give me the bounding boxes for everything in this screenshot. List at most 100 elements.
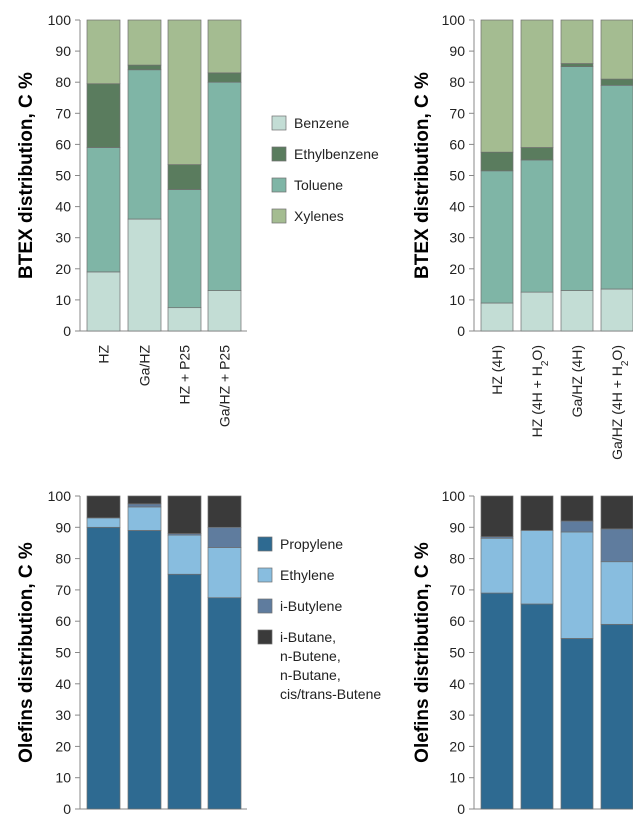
y-tick-label: 60 [449, 136, 465, 152]
legend-label: cis/trans-Butene [280, 686, 381, 702]
legend-swatch [271, 208, 287, 224]
bar-segment-i-butane-2 [520, 495, 554, 531]
y-tick-label: 0 [457, 323, 465, 339]
bar-segment-i-butane-3 [560, 495, 594, 522]
chart-panel-4: 0 10 20 30 40 50 60 70 80 90 100 Olefins distributi… [412, 488, 633, 814]
bar-segment-i-butane-3 [167, 495, 202, 534]
y-tick-label: 100 [48, 12, 72, 28]
bar-segment-xylenes-3 [167, 19, 202, 165]
category-label: Ga/HZ (4H + H2O) [609, 345, 631, 460]
category-label: Ga/HZ (4H) [569, 345, 585, 417]
y-tick-label: 90 [449, 43, 465, 59]
legend-swatch [257, 629, 273, 645]
y-tick-label: 0 [457, 801, 465, 814]
y-tick-label: 100 [442, 12, 466, 28]
y-tick-label: 90 [449, 519, 465, 535]
category-label: HZ (4H) [489, 345, 505, 395]
bar-segment-benzene-2 [127, 218, 162, 332]
y-tick-label: 10 [55, 292, 71, 308]
y-tick-label: 20 [55, 738, 71, 754]
y-tick-label: 60 [55, 136, 71, 152]
legend-swatch [271, 115, 287, 131]
y-tick-label: 100 [48, 488, 72, 504]
bar-segment-benzene-2 [520, 291, 554, 332]
legend-swatch [271, 146, 287, 162]
bar-segment-ethylene-2 [520, 530, 554, 605]
bar-segment-propylene-4 [600, 623, 633, 810]
y-tick-label: 20 [55, 261, 71, 277]
y-tick-label: 40 [55, 676, 71, 692]
bar-segment-ethylbenzene-2 [520, 147, 554, 161]
y-tick-label: 0 [63, 801, 71, 814]
chart-panel-1: 0 10 20 30 40 50 60 70 80 90 100 BTEX distribution,… [16, 12, 379, 427]
y-tick-label: 80 [449, 551, 465, 567]
bar-segment-toluene-3 [560, 66, 594, 291]
bar-segment-toluene-2 [520, 159, 554, 293]
bar-segment-ethylene-1 [480, 537, 514, 594]
legend-label: n-Butane, [280, 667, 341, 683]
y-tick-label: 10 [55, 770, 71, 786]
y-tick-label: 30 [55, 707, 71, 723]
bar-segment-ethylbenzene-3 [560, 63, 594, 68]
bar-segment-i-butylene-2 [127, 503, 162, 508]
bar-segment-i-butylene-3 [560, 520, 594, 533]
legend: Propylene Ethylene i-Butylene i-Butane, n-Bu… [257, 536, 381, 702]
bar-segment-ethylene-3 [560, 531, 594, 639]
bar-segment-propylene-1 [86, 526, 121, 810]
y-tick-label: 80 [449, 74, 465, 90]
bar-segment-toluene-4 [600, 84, 633, 290]
y-tick-label: 30 [449, 230, 465, 246]
y-tick-label: 60 [449, 613, 465, 629]
y-tick-label: 80 [55, 74, 71, 90]
bar-segment-ethylene-3 [167, 534, 202, 575]
legend-label: i-Butane, [280, 629, 336, 645]
y-tick-label: 90 [55, 43, 71, 59]
bar-segment-toluene-1 [86, 147, 121, 273]
bar-segment-propylene-2 [127, 530, 162, 810]
y-tick-label: 30 [449, 707, 465, 723]
y-tick-label: 70 [449, 105, 465, 121]
y-tick-label: 10 [449, 770, 465, 786]
legend: Benzene Ethylbenzene Toluene Xylenes [271, 115, 379, 224]
bar-segment-i-butane-2 [127, 495, 162, 505]
legend-swatch [271, 177, 287, 193]
category-label: Ga/HZ + P25 [217, 345, 233, 427]
bar-segment-benzene-1 [86, 271, 121, 332]
bar-segment-xylenes-1 [480, 19, 514, 153]
y-tick-label: 40 [449, 199, 465, 215]
legend-label: Propylene [280, 536, 343, 552]
y-tick-label: 80 [55, 551, 71, 567]
bar-segment-xylenes-4 [600, 19, 633, 80]
bar-segment-ethylene-1 [86, 517, 121, 528]
bar-segment-propylene-3 [167, 573, 202, 810]
bar-segment-benzene-1 [480, 302, 514, 332]
legend-label: Toluene [294, 177, 343, 193]
bar-segment-ethylene-4 [600, 561, 633, 625]
y-tick-label: 20 [449, 261, 465, 277]
bar-segment-xylenes-2 [127, 19, 162, 66]
y-tick-label: 50 [55, 645, 71, 661]
y-tick-label: 50 [449, 645, 465, 661]
bar-segment-ethylbenzene-2 [127, 64, 162, 71]
bar-segment-xylenes-3 [560, 19, 594, 64]
bar-segment-ethylbenzene-1 [480, 151, 514, 172]
bar-segment-ethylbenzene-3 [167, 164, 202, 190]
bar-segment-xylenes-4 [207, 19, 242, 74]
bar-segment-toluene-2 [127, 69, 162, 220]
y-tick-label: 70 [449, 582, 465, 598]
legend-label: Ethylene [280, 567, 335, 583]
bar-segment-xylenes-1 [86, 19, 121, 85]
bar-segment-propylene-3 [560, 638, 594, 810]
bar-segment-propylene-2 [520, 603, 554, 810]
y-tick-label: 70 [55, 105, 71, 121]
bar-segment-ethylbenzene-4 [600, 78, 633, 86]
y-axis-title: BTEX distribution, C % [412, 72, 433, 279]
bar-segment-benzene-3 [560, 290, 594, 332]
category-label: HZ + P25 [177, 345, 193, 405]
y-tick-label: 50 [449, 168, 465, 184]
category-label: HZ [96, 345, 112, 364]
bar-segment-benzene-4 [600, 288, 633, 332]
y-tick-label: 20 [449, 738, 465, 754]
category-label: Ga/HZ [137, 345, 153, 387]
chart-panel-2: 0 10 20 30 40 50 60 70 80 90 100 BTEX distribution,… [412, 12, 633, 460]
